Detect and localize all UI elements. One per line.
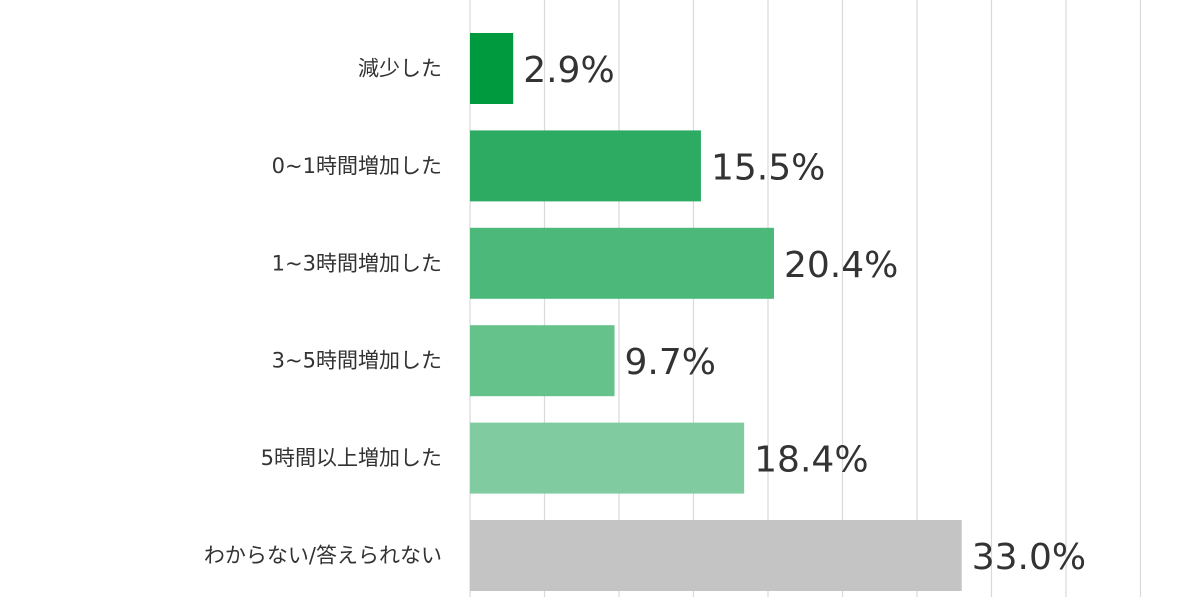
bar-1 xyxy=(470,130,701,202)
bar-5 xyxy=(470,520,962,591)
value-label-4: 18.4% xyxy=(754,440,868,481)
bar-3 xyxy=(470,325,615,397)
value-label-5: 33.0% xyxy=(972,537,1086,578)
category-label-2: 1~3時間増加した xyxy=(272,251,442,275)
category-label-0: 減少した xyxy=(358,57,442,81)
value-label-1: 15.5% xyxy=(711,147,825,188)
bars xyxy=(470,33,962,591)
value-labels: 2.9% 15.5% 20.4% 9.7% 18.4% 33.0% xyxy=(523,50,1086,578)
category-label-3: 3~5時間増加した xyxy=(272,349,442,373)
category-label-5: わからない/答えられない xyxy=(204,544,442,568)
value-label-0: 2.9% xyxy=(523,50,614,91)
value-label-2: 20.4% xyxy=(784,245,898,286)
value-label-3: 9.7% xyxy=(625,342,716,383)
category-labels: 減少した 0~1時間増加した 1~3時間増加した 3~5時間増加した 5時間以上増加した… xyxy=(204,57,442,568)
bar-4 xyxy=(470,422,745,494)
category-label-1: 0~1時間増加した xyxy=(272,154,442,178)
bar-0 xyxy=(470,33,514,104)
bar-2 xyxy=(470,227,774,299)
category-label-4: 5時間以上増加した xyxy=(261,446,442,470)
